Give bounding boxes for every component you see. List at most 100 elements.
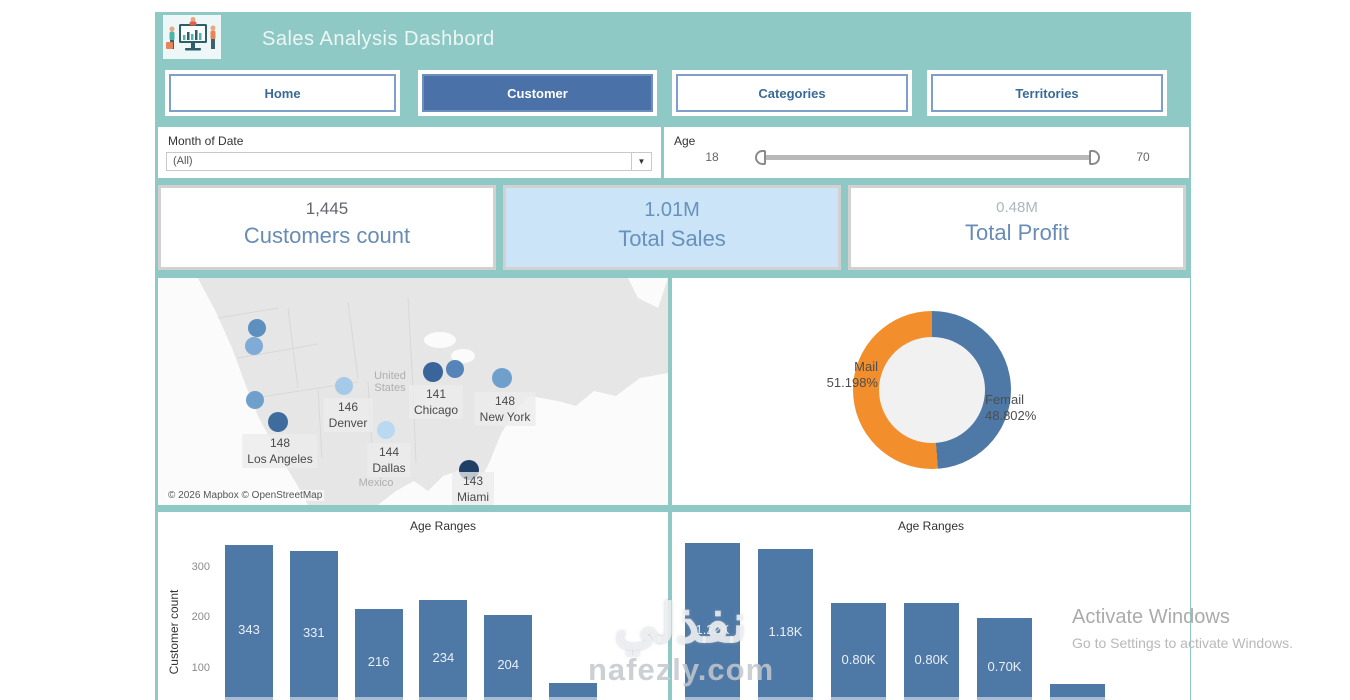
bar-value-label: 1.22K <box>695 621 730 637</box>
age-range-bar[interactable] <box>549 682 597 700</box>
map-region-label: United States <box>374 370 406 394</box>
age-ranges-chart-right: Age Ranges 1.22K 1.18K 0.80K 0.80K 0.70K <box>672 512 1190 700</box>
map-panel[interactable]: United States Mexico 146 Denver 141 Chicago 14… <box>158 278 668 505</box>
month-filter-label: Month of Date <box>168 134 244 148</box>
age-range-slider[interactable] <box>755 150 1100 165</box>
city-name: Dallas <box>372 461 406 475</box>
kpi-card-total-sales[interactable]: 1.01M Total Sales <box>503 185 841 270</box>
age-range-bar[interactable] <box>685 543 740 700</box>
age-max-value: 70 <box>1136 150 1150 164</box>
axis-strip <box>158 697 668 700</box>
tab-label: Home <box>169 74 396 112</box>
city-name: Los Angeles <box>247 452 313 466</box>
city-value: 148 <box>494 394 516 408</box>
city-value: 144 <box>378 445 400 459</box>
age-range-bar[interactable] <box>354 608 403 700</box>
city-mark-label: 141 Chicago <box>408 385 464 419</box>
tab-categories[interactable]: Categories <box>672 70 912 116</box>
city-mark-label: 148 New York <box>474 392 536 426</box>
month-filter-dropdown[interactable]: (All) ▼ <box>166 152 652 171</box>
bar-value-label: 234 <box>432 649 455 665</box>
kpi-label: Total Profit <box>965 220 1069 245</box>
city-name: New York <box>479 410 531 424</box>
city-name: Denver <box>328 416 368 430</box>
city-bubble[interactable] <box>268 412 288 432</box>
city-value: 148 <box>269 436 291 450</box>
age-range-bar[interactable] <box>225 544 273 700</box>
bar-value-label: 0.80K <box>914 651 949 667</box>
chart-title: Age Ranges <box>409 519 477 533</box>
map-attribution: © 2026 Mapbox © OpenStreetMap <box>166 490 325 501</box>
bar-value-label: 204 <box>497 657 520 673</box>
city-mark-label: 146 Denver <box>323 398 373 432</box>
map-region-label: Mexico <box>358 477 394 489</box>
y-axis-label: Customer count <box>167 589 181 675</box>
chart-title: Age Ranges <box>897 519 965 533</box>
bar-value-label: 1.18K <box>768 624 803 640</box>
city-bubble[interactable] <box>245 337 263 355</box>
age-min-value: 18 <box>705 150 719 164</box>
gender-donut-chart[interactable] <box>853 311 1011 469</box>
kpi-value: 1.01M <box>644 199 700 221</box>
city-bubble[interactable] <box>335 377 353 395</box>
bar-value-label: 331 <box>302 625 325 641</box>
bar-value-label: 0.80K <box>841 651 876 667</box>
age-range-bar[interactable] <box>484 614 533 700</box>
donut-label-mail: Mail 51.198% <box>826 359 878 390</box>
city-bubble[interactable] <box>492 368 512 388</box>
age-filter-panel: Age 18 70 <box>664 127 1189 178</box>
y-axis-tick: 100 <box>191 661 210 674</box>
age-range-bar[interactable] <box>831 603 886 700</box>
age-range-bar[interactable] <box>977 617 1032 700</box>
donut-panel: Mail 51.198% Femail 48.802% <box>672 278 1190 505</box>
age-range-bar[interactable] <box>904 603 959 700</box>
city-name: Chicago <box>413 403 459 417</box>
city-bubble[interactable] <box>248 319 266 337</box>
kpi-label: Customers count <box>243 223 411 248</box>
y-axis-tick: 300 <box>191 560 210 573</box>
month-filter-panel: Month of Date (All) ▼ <box>158 127 661 178</box>
tab-territories[interactable]: Territories <box>927 70 1167 116</box>
dropdown-arrow-icon[interactable]: ▼ <box>631 153 651 170</box>
city-mark-label: 144 Dallas <box>367 443 411 477</box>
tab-home[interactable]: Home <box>165 70 400 116</box>
kpi-card-total-profit[interactable]: 0.48M Total Profit <box>848 185 1186 270</box>
axis-strip <box>672 697 1190 700</box>
kpi-label: Total Sales <box>618 226 726 251</box>
age-range-bar[interactable] <box>289 550 338 700</box>
city-bubble[interactable] <box>246 391 264 409</box>
city-name: Miami <box>457 490 489 504</box>
donut-label-femail: Femail 48.802% <box>985 392 1037 423</box>
bar-value-label: 216 <box>367 654 390 670</box>
month-filter-value: (All) <box>173 155 193 167</box>
kpi-value: 1,445 <box>305 199 349 218</box>
age-slider-handle-max[interactable] <box>1089 150 1100 165</box>
page-title: Sales Analysis Dashbord <box>262 28 495 50</box>
age-slider-handle-min[interactable] <box>755 150 766 165</box>
age-filter-label: Age <box>674 134 696 148</box>
city-value: 146 <box>337 400 359 414</box>
bar-value-label: 343 <box>238 622 260 638</box>
app-logo <box>163 15 221 59</box>
y-axis-tick: 200 <box>191 611 210 623</box>
age-range-bar[interactable] <box>419 599 468 700</box>
city-mark-label: 148 Los Angeles <box>242 434 318 468</box>
city-mark-label: 143 Miami <box>452 472 494 505</box>
city-value: 143 <box>462 474 484 488</box>
tab-label: Territories <box>931 74 1163 112</box>
kpi-card-customers-count[interactable]: 1,445 Customers count <box>158 185 496 270</box>
city-bubble[interactable] <box>377 421 395 439</box>
city-bubble[interactable] <box>423 362 443 382</box>
city-value: 141 <box>425 387 447 401</box>
age-range-bar[interactable] <box>758 548 813 700</box>
tab-customer[interactable]: Customer <box>418 70 657 116</box>
bar-value-label: 0.70K <box>987 658 1022 674</box>
tab-label: Customer <box>422 74 653 112</box>
city-bubble[interactable] <box>446 360 464 378</box>
age-ranges-chart-left: Age Ranges Customer count 100 200 300 343 33… <box>158 512 668 700</box>
kpi-value: 0.48M <box>996 199 1038 216</box>
age-range-bar[interactable] <box>1050 683 1105 700</box>
tab-label: Categories <box>676 74 908 112</box>
donut-hole <box>879 337 985 443</box>
